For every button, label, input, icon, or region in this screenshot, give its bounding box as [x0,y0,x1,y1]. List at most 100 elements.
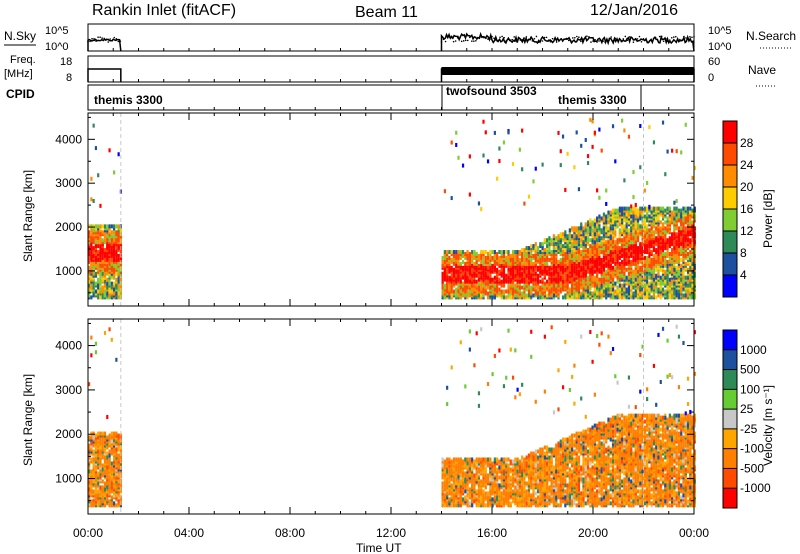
range-cell [94,257,98,262]
nsearch-dot [541,40,544,42]
range-cell [450,477,453,482]
range-cell [616,285,619,290]
range-cell [657,265,660,270]
range-cell [557,242,560,247]
range-cell [94,224,98,229]
range-cell [552,234,556,239]
range-cell [689,250,692,255]
range-cell [511,162,515,167]
range-cell [473,459,476,464]
range-cell [101,447,104,452]
range-cell [591,228,594,233]
range-cell [632,244,635,249]
range-cell [625,238,628,243]
range-cell [446,457,449,462]
range-cell [627,251,631,256]
range-cell [605,275,608,280]
range-cell [648,228,651,233]
range-cell [482,257,485,262]
nsearch-dot [103,37,105,40]
range-cell [446,469,449,474]
range-cell [686,230,690,235]
range-cell [482,277,485,282]
nsearch-dot [448,36,451,38]
range-cell [459,261,462,266]
range-cell [452,250,456,255]
range-cell [652,293,656,298]
nsearch-dot [602,40,604,42]
range-cell [475,469,478,474]
range-cell [650,257,653,262]
range-cell [452,281,456,286]
range-cell [641,206,644,211]
range-cell [657,206,660,211]
range-cell [523,257,526,262]
range-cell [675,255,678,260]
range-cell [441,271,444,276]
nsearch-dot [468,36,471,39]
range-cell [496,467,499,472]
nsearch-dot [590,41,592,43]
range-cell [502,469,506,474]
range-cell [88,382,91,387]
range-cell [110,485,113,490]
nsearch-dot [95,40,97,42]
range-cell [106,497,109,502]
nsearch-dot [646,41,649,43]
range-cell [500,279,503,284]
range-cell [625,224,628,229]
range-cell [450,289,453,294]
range-cell [459,473,462,478]
range-cell [636,212,640,217]
range-cell [507,293,510,298]
range-cell [99,431,102,436]
range-cell [108,293,111,298]
range-cell [611,265,615,270]
range-cell [584,228,587,233]
range-cell [90,261,93,266]
range-cell [509,283,512,288]
range-cell [477,285,481,290]
range-cell [577,248,581,253]
range-cell [509,253,512,258]
range-cell [691,283,694,288]
colorbar-swatch [723,121,737,144]
colorbar-tick-label: 4 [740,268,747,282]
range-cell [543,238,546,243]
range-cell [675,273,678,278]
range-cell [600,277,603,282]
range-cell [657,234,660,239]
range-cell [90,481,93,486]
range-cell [106,415,109,420]
range-cell [97,435,100,440]
range-cell [108,261,111,266]
range-cell [691,295,694,300]
nsearch-dot [652,37,655,40]
range-cell [564,255,567,260]
range-cell [101,255,104,260]
range-cell [482,267,485,272]
range-cell [108,453,111,458]
range-cell [117,473,120,478]
range-cell [675,232,678,237]
range-cell [88,473,91,478]
range-cell [466,253,469,258]
range-cell [550,293,553,298]
range-cell [684,206,687,211]
range-cell [484,281,487,286]
range-cell [573,261,576,266]
range-cell [468,501,471,506]
range-cell [548,242,551,247]
range-cell [88,283,91,288]
range-cell [577,261,581,266]
range-cell [596,216,599,221]
range-cell [671,210,674,215]
range-cell [468,289,471,294]
range-cell [448,457,451,462]
range-cell [486,255,490,260]
nsearch-dot [471,40,473,42]
range-cell [450,140,453,145]
range-cell [446,491,449,496]
range-cell [532,281,535,286]
range-cell [643,188,646,193]
